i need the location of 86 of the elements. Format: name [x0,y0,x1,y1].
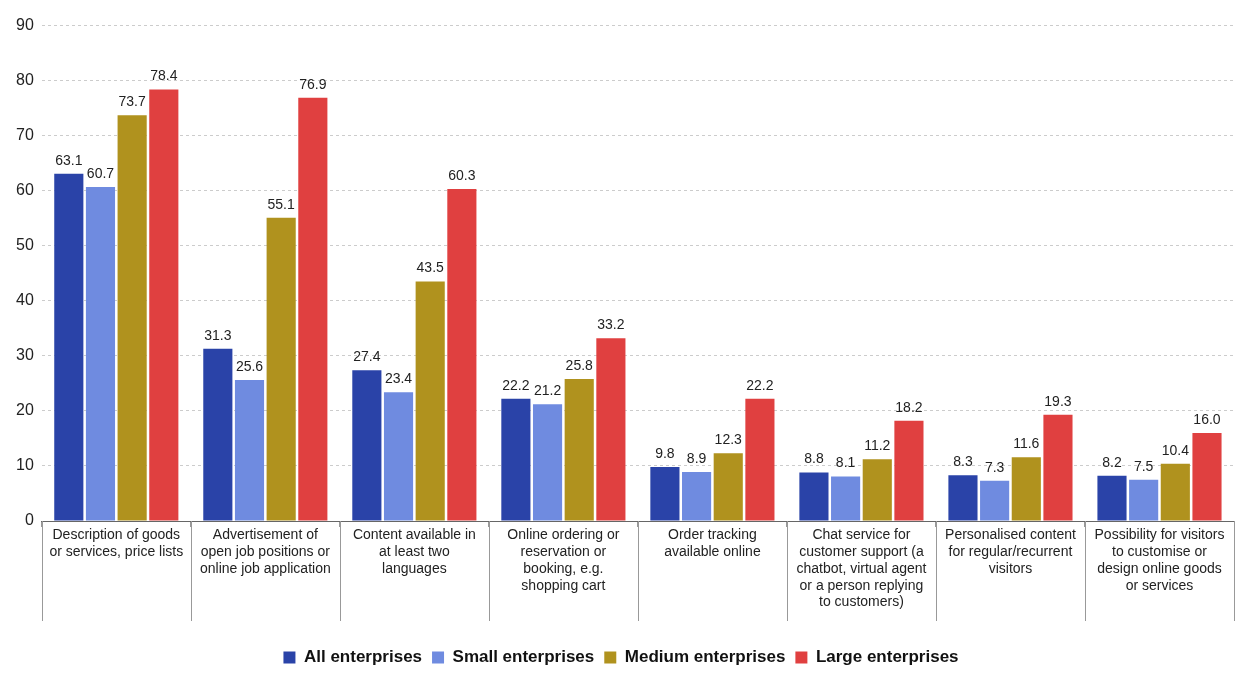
bar [948,475,978,521]
bar [650,467,680,521]
data-label: 11.2 [864,437,891,454]
data-label: 7.3 [984,458,1005,475]
bar [682,472,712,521]
bar [894,420,924,521]
data-label: 11.6 [1013,435,1040,452]
data-label: 8.8 [804,450,824,467]
legend-label: All enterprises [303,647,423,667]
bar [117,115,147,521]
data-label: 23.4 [384,370,413,387]
y-tick-label: 90 [16,16,34,34]
data-label: 8.1 [835,454,856,471]
bar [352,370,382,521]
bar [862,459,892,521]
bar [234,380,265,521]
data-label: 43.5 [416,259,445,276]
data-label: 8.9 [686,449,707,466]
legend-label: Medium enterprises [624,647,786,667]
x-tick-label: Advertisement of open job positions or online job application [199,526,331,576]
bar [799,472,829,521]
bar [383,392,414,521]
data-label: 10.4 [1161,441,1190,458]
bar [501,398,531,521]
x-tick-label: Personalised content for regular/recurrent visitors [945,526,1076,576]
x-tick-label: Online ordering or reservation or booking, e.g. shopping cart [507,526,620,593]
data-label: 7.5 [1133,457,1154,474]
bar [713,453,743,521]
data-label: 55.1 [267,195,296,212]
data-label: 31.3 [204,326,232,343]
y-tick-label: 40 [16,291,34,309]
data-label: 8.2 [1102,453,1122,470]
bar [1043,414,1073,521]
y-tick-label: 60 [16,181,34,199]
data-label: 18.2 [895,398,923,415]
bar [85,186,116,521]
y-tick-label: 80 [16,71,34,89]
bar [1097,475,1127,521]
bar [1160,463,1190,521]
data-label: 9.8 [655,444,675,461]
x-tick-label: Possibility for visitors to customise or design online goods or services [1094,526,1225,593]
data-label: 25.8 [565,356,594,373]
data-label: 60.7 [86,164,115,181]
bar [980,480,1010,521]
y-tick-label: 30 [16,346,34,364]
x-tick-label: Description of goods or services, price lists [49,526,184,560]
y-tick-label: 10 [16,456,34,474]
y-tick-label: 50 [16,236,34,254]
data-label: 22.2 [746,376,774,393]
bar [447,189,477,521]
bar [1129,479,1159,521]
bar [564,378,594,521]
data-label: 19.3 [1044,392,1072,409]
bar [831,476,861,521]
legend-label: Large enterprises [815,647,959,667]
data-label: 12.3 [714,431,743,448]
x-tick-label: Order tracking available online [664,526,761,560]
data-label: 25.6 [235,357,264,374]
bar [745,398,775,521]
data-label: 21.2 [533,382,562,399]
y-tick-label: 70 [16,126,34,144]
bar [203,348,233,521]
bar [149,89,179,521]
data-label: 78.4 [150,67,178,84]
bar [1192,432,1222,521]
data-label: 8.3 [953,453,973,470]
legend-label: Small enterprises [452,647,595,667]
data-label: 22.2 [502,376,530,393]
data-label: 73.7 [118,93,146,110]
data-label: 60.3 [448,166,476,183]
bar [532,404,563,521]
bar [1011,457,1041,521]
bar [415,281,445,521]
data-label: 33.2 [597,316,625,333]
x-tick-label: Content available in at least two languages [352,526,476,576]
y-tick-label: 20 [16,401,34,419]
bar [54,173,84,521]
data-label: 63.1 [55,151,83,168]
data-label: 16.0 [1193,410,1221,427]
data-label: 27.4 [353,348,381,365]
x-tick-label: Chat service for customer support (a chatbot, virtual agent or a person replying to customers) [796,526,927,610]
bar [596,338,626,521]
y-tick-label: 0 [24,511,34,529]
bar [298,97,328,521]
bar [266,217,296,521]
data-label: 76.9 [299,75,327,92]
